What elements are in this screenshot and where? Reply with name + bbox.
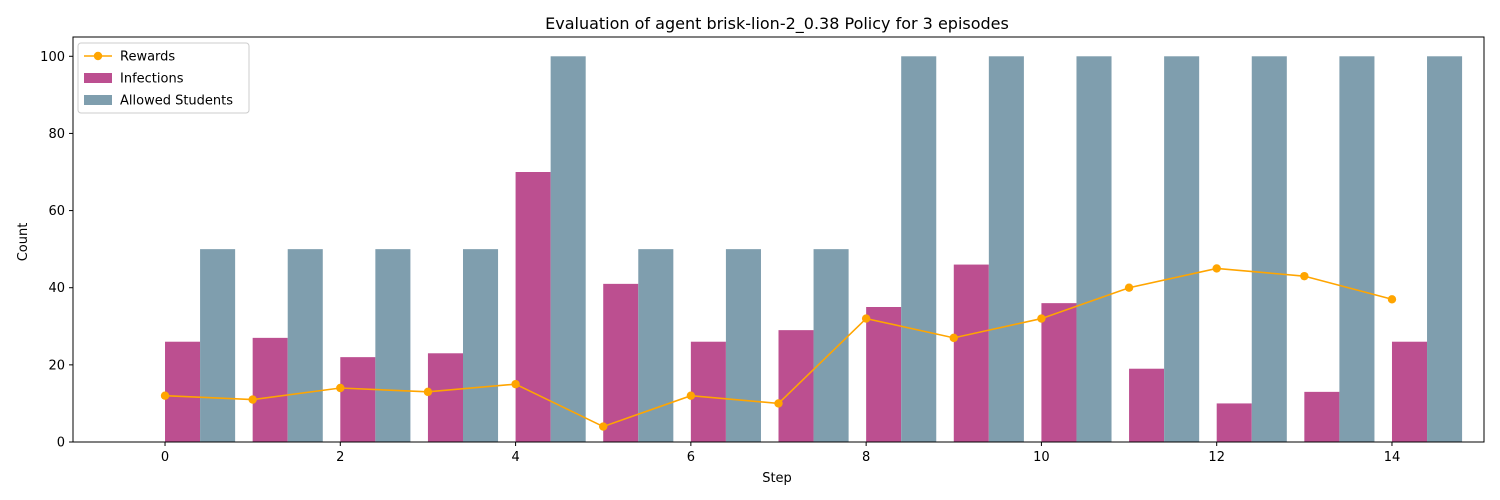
plot-area: 0 2 4 6 8 10 12 14 0 20 40 60 80 100 (40, 36, 1485, 465)
x-tick-label: 10 (1033, 450, 1050, 465)
rewards-point (861, 314, 871, 323)
infections-bar (1391, 341, 1428, 442)
allowed-students-bar (988, 56, 1024, 443)
x-tick-label: 2 (336, 450, 344, 465)
x-tick-label: 14 (1384, 450, 1401, 465)
rewards-point (1387, 295, 1397, 304)
legend-marker-swatch (93, 51, 103, 61)
rewards-point (774, 399, 783, 408)
legend-label: Rewards (120, 50, 175, 65)
y-tick-label: 40 (48, 281, 65, 296)
infections-bar (427, 353, 463, 442)
rewards-point (1300, 271, 1309, 281)
allowed-students-bar (375, 249, 411, 442)
y-tick-label: 20 (48, 358, 65, 373)
allowed-students-bar (813, 249, 849, 442)
rewards-point (1212, 264, 1221, 273)
allowed-students-bar (287, 249, 323, 442)
x-tick-label: 0 (161, 450, 169, 465)
allowed-students-bar (1339, 56, 1375, 443)
allowed-students-bar (901, 56, 937, 443)
allowed-students-bar (462, 249, 499, 442)
infections-bar (866, 307, 902, 442)
rewards-point (511, 379, 520, 389)
x-tick-label: 8 (862, 450, 870, 465)
chart-title: Evaluation of agent brisk-lion-2_0.38 Po… (545, 14, 1009, 34)
x-tick-label: 6 (687, 450, 695, 465)
legend-label: Infections (120, 72, 184, 87)
y-axis-label: Count (16, 223, 31, 262)
allowed-students-bar (1251, 56, 1287, 443)
infections-bar (1041, 303, 1077, 442)
rewards-point (248, 395, 257, 404)
x-axis-label: Step (762, 471, 792, 486)
rewards-point (686, 391, 696, 400)
allowed-students-bar (1076, 56, 1112, 443)
rewards-point (160, 391, 170, 400)
legend-box (77, 42, 250, 114)
legend-bar-swatch (84, 95, 112, 105)
rewards-point (949, 333, 958, 343)
allowed-students-bar (200, 249, 236, 442)
allowed-students-bar (638, 249, 674, 442)
infections-bar (953, 264, 989, 442)
infections-bar (165, 341, 201, 442)
rewards-point (1124, 283, 1134, 292)
infections-bar (603, 283, 639, 442)
rewards-point (1037, 314, 1046, 323)
infections-bar (252, 337, 288, 442)
y-tick-label: 60 (48, 204, 65, 219)
rewards-point (336, 383, 345, 393)
allowed-students-bar (1427, 56, 1463, 443)
rewards-point (599, 422, 608, 431)
infections-bar (1216, 403, 1252, 442)
allowed-students-bar (1164, 56, 1200, 443)
plot-frame (72, 36, 1485, 443)
infections-bar (690, 341, 726, 442)
y-tick-label: 0 (57, 436, 65, 451)
allowed-students-bar (725, 249, 761, 442)
legend: Rewards Infections Allowed Students (77, 42, 250, 114)
infections-bar (1129, 368, 1165, 442)
rewards-point (423, 387, 433, 397)
y-tick-label: 100 (40, 50, 65, 65)
infections-bar (1304, 391, 1340, 442)
y-tick-label: 80 (48, 127, 65, 142)
infections-bar (340, 357, 376, 442)
legend-bar-swatch (84, 73, 112, 83)
infections-bar (515, 172, 551, 442)
legend-label: Allowed Students (120, 94, 233, 109)
allowed-students-bar (550, 56, 586, 443)
x-tick-label: 12 (1208, 450, 1225, 465)
x-tick-label: 4 (511, 450, 519, 465)
